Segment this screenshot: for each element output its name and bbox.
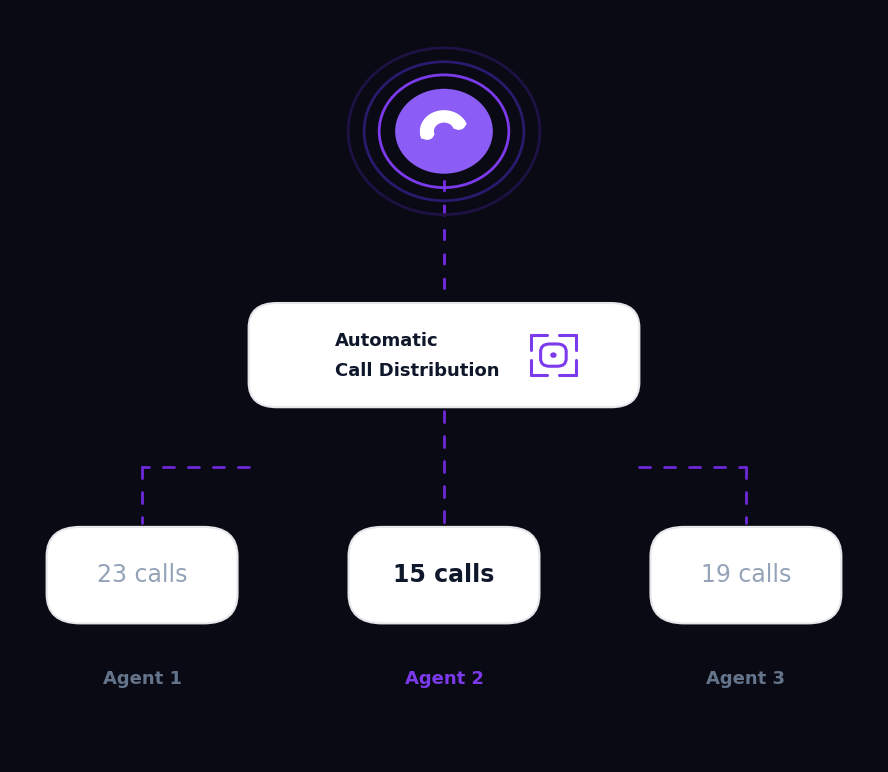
- Text: Agent 3: Agent 3: [707, 670, 785, 689]
- Text: Call Distribution: Call Distribution: [335, 361, 499, 380]
- Circle shape: [420, 127, 434, 140]
- Circle shape: [395, 89, 493, 174]
- Circle shape: [551, 352, 557, 358]
- FancyBboxPatch shape: [249, 303, 639, 407]
- Text: Agent 1: Agent 1: [103, 670, 181, 689]
- FancyBboxPatch shape: [650, 527, 841, 624]
- FancyBboxPatch shape: [47, 527, 238, 624]
- Text: 15 calls: 15 calls: [393, 563, 495, 587]
- Text: 19 calls: 19 calls: [701, 563, 791, 587]
- Polygon shape: [421, 111, 466, 138]
- Circle shape: [452, 118, 466, 130]
- Text: 23 calls: 23 calls: [97, 563, 187, 587]
- FancyBboxPatch shape: [348, 527, 540, 624]
- Text: Automatic: Automatic: [335, 332, 438, 350]
- Text: Agent 2: Agent 2: [405, 670, 483, 689]
